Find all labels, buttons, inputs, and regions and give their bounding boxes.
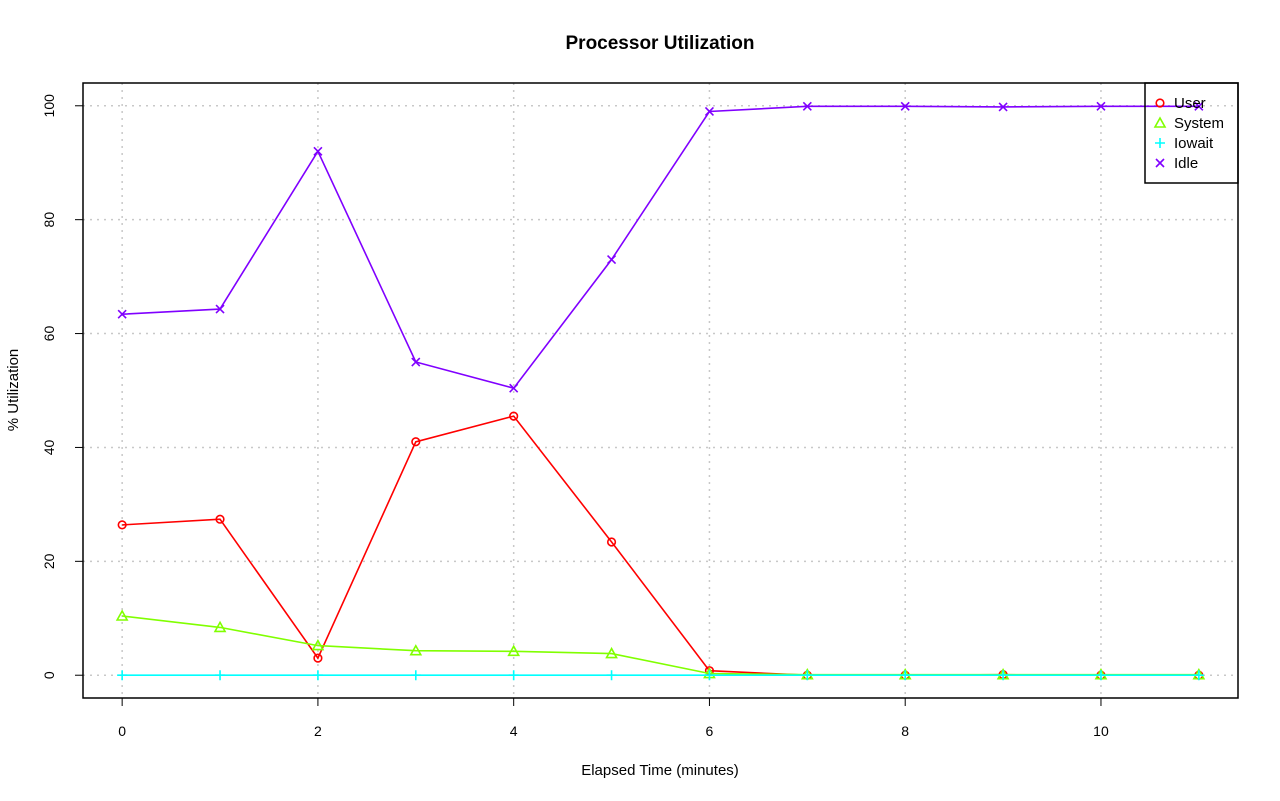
y-tick-label: 80 <box>41 212 57 228</box>
y-tick-label: 0 <box>41 671 57 679</box>
point-system <box>311 638 325 651</box>
legend-marker-iowait <box>1155 138 1165 148</box>
point-system <box>507 644 521 657</box>
point-idle <box>117 309 127 319</box>
point-user <box>411 437 421 447</box>
point-idle <box>509 383 519 393</box>
chart-title: Processor Utilization <box>566 33 755 54</box>
point-system <box>115 609 129 621</box>
point-iowait <box>312 670 323 681</box>
point-user <box>509 411 519 421</box>
point-idle <box>411 357 421 367</box>
legend-label-iowait: Iowait <box>1174 135 1214 152</box>
legend-label-system: System <box>1174 115 1224 132</box>
point-iowait <box>802 670 813 681</box>
point-iowait <box>215 670 226 681</box>
gridlines <box>83 83 1238 698</box>
y-tick-label: 60 <box>41 326 57 342</box>
series-iowait <box>117 670 1204 681</box>
y-axis: 0 20 40 60 80 100 <box>41 94 83 679</box>
y-tick-label: 40 <box>41 439 57 455</box>
series-system <box>115 609 1206 680</box>
point-user <box>313 653 323 663</box>
series-idle <box>117 101 1204 393</box>
legend-box <box>1144 82 1239 184</box>
y-tick-label: 20 <box>41 553 57 569</box>
x-tick-label: 8 <box>901 723 909 739</box>
point-idle <box>1194 101 1204 111</box>
point-idle <box>1096 101 1106 111</box>
point-iowait <box>704 670 715 681</box>
y-tick-label: 100 <box>41 94 57 118</box>
point-idle <box>900 101 910 111</box>
legend-label-user: User <box>1174 95 1206 112</box>
point-iowait <box>606 670 617 681</box>
point-idle <box>998 102 1008 112</box>
plot-frame <box>82 82 1239 699</box>
point-iowait <box>998 670 1009 681</box>
legend-marker-system <box>1153 116 1167 128</box>
y-axis-label: % Utilization <box>5 349 22 432</box>
point-iowait <box>900 670 911 681</box>
legend-marker-idle <box>1155 158 1165 168</box>
point-user <box>606 537 617 547</box>
point-iowait <box>410 670 421 681</box>
point-idle <box>313 146 323 156</box>
point-user <box>117 520 127 530</box>
x-tick-label: 10 <box>1093 723 1109 739</box>
x-tick-label: 2 <box>314 723 322 739</box>
x-axis: 0 2 4 6 8 10 <box>118 698 1109 739</box>
x-tick-label: 6 <box>706 723 714 739</box>
point-user <box>215 514 225 524</box>
legend-marker-user <box>1155 98 1165 108</box>
series-line-idle <box>122 105 1199 390</box>
legend-label-idle: Idle <box>1174 155 1198 172</box>
point-iowait <box>1095 670 1106 681</box>
point-system <box>409 644 423 656</box>
point-iowait <box>117 670 128 681</box>
point-idle <box>704 106 715 117</box>
point-iowait <box>508 670 519 681</box>
x-axis-label: Elapsed Time (minutes) <box>581 762 739 779</box>
series-layer <box>115 101 1206 681</box>
point-idle <box>606 254 617 265</box>
point-system <box>213 620 227 633</box>
point-idle <box>215 304 225 314</box>
series-line-system <box>122 615 1199 676</box>
series-line-user <box>122 415 1199 676</box>
point-system <box>605 646 618 659</box>
x-tick-label: 4 <box>510 723 518 739</box>
legend: User System Iowait Idle <box>1144 82 1239 184</box>
x-tick-label: 0 <box>118 723 126 739</box>
point-iowait <box>1193 670 1204 681</box>
point-idle <box>802 101 812 111</box>
